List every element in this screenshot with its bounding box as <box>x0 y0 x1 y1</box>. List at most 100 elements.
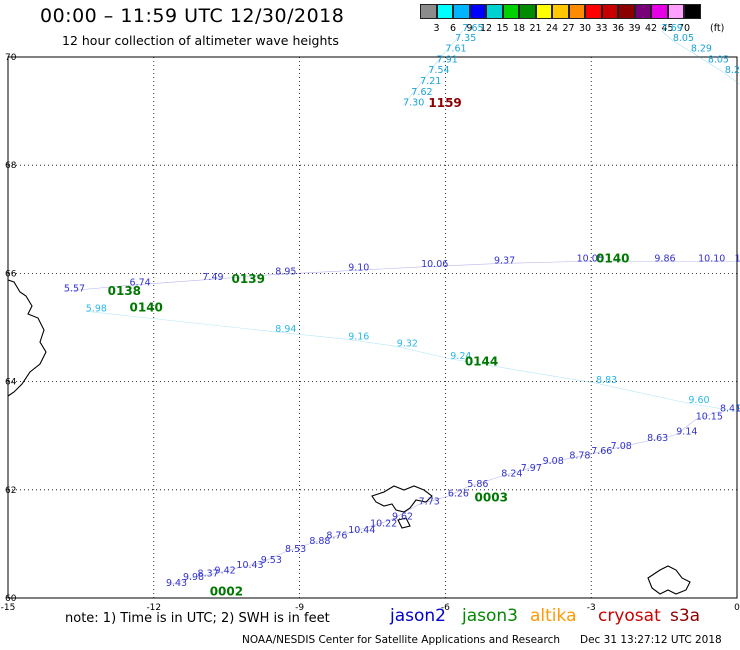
track-value-label: 10.22 <box>370 519 397 530</box>
track-line <box>63 261 735 292</box>
legend-tick-label: 21 <box>529 23 542 34</box>
legend-swatch <box>552 4 569 19</box>
track-value-label: 9.08 <box>543 456 564 467</box>
track-value-label: 7.91 <box>437 54 458 65</box>
track-value-label: 6.26 <box>448 488 469 499</box>
legend-s3a: s3a <box>670 606 701 626</box>
track-value-label: 9.42 <box>215 566 236 577</box>
track-value-label: 8.05 <box>673 33 694 44</box>
legend-tick-label: 27 <box>562 23 575 34</box>
track-time-label: 0139 <box>232 272 265 286</box>
track-time-label: 0003 <box>475 491 508 505</box>
track-value-label: 9.10 <box>348 263 369 274</box>
track-value-label: 8.28 <box>725 65 740 76</box>
track-value-label: 9.32 <box>397 338 418 349</box>
legend-swatch <box>486 4 503 19</box>
track-value-label: 9.53 <box>261 555 282 566</box>
track-value-label: 8.24 <box>501 468 522 479</box>
lat-tick-label: 60 <box>5 594 17 604</box>
track-value-label: 8.76 <box>326 530 347 541</box>
legend-tick-label: 18 <box>512 23 526 34</box>
track-time-label: 0002 <box>210 584 243 598</box>
track-value-label: 8.83 <box>596 375 617 386</box>
lat-tick-label: 68 <box>5 161 17 171</box>
track-value-label: 7.54 <box>428 65 449 76</box>
track-value-label: 8.78 <box>569 450 590 461</box>
track-value-label: 9.24 <box>450 351 471 362</box>
track-line <box>661 30 740 85</box>
track-line <box>85 310 738 412</box>
legend-tick-label: 42 <box>644 23 658 34</box>
track-time-label: 0138 <box>108 284 141 298</box>
legend-swatch <box>519 4 536 19</box>
legend-jason3: jason3 <box>462 606 518 626</box>
legend-tick-label: 15 <box>496 23 509 34</box>
footnote: note: 1) Time is in UTC; 2) SWH is in fe… <box>65 611 330 626</box>
page-title: 00:00 – 11:59 UTC 12/30/2018 <box>40 5 345 27</box>
lon-tick-label: -9 <box>295 603 304 613</box>
track-value-label: 9.98 <box>183 572 204 583</box>
track-value-label: 5.86 <box>467 479 488 490</box>
map-frame <box>7 56 738 599</box>
track-value-label: 8.94 <box>275 324 296 335</box>
legend-tick-label: 9 <box>466 23 473 34</box>
track-value-label: 9.16 <box>348 331 369 342</box>
legend-tick-label: 24 <box>545 23 559 34</box>
legend-swatch <box>684 4 701 19</box>
track-value-label: 7.08 <box>611 441 632 452</box>
legend-cryosat: cryosat <box>598 606 661 626</box>
shetland-islands <box>647 565 691 595</box>
track-value-label: 7.65 <box>462 23 483 34</box>
legend-jason2: jason2 <box>390 606 446 626</box>
legend-swatch <box>601 4 618 19</box>
track-value-label: 6.74 <box>130 277 151 288</box>
legend-swatch <box>667 4 684 19</box>
wave-height-legend: 3 6 9 12 15 18 21 24 27 30 33 36 39 42 45 70 (ft) <box>420 4 740 38</box>
legend-swatch <box>502 4 519 19</box>
legend-tick-label: 36 <box>611 23 625 34</box>
legend-swatch <box>568 4 585 19</box>
legend-swatch <box>436 4 453 19</box>
track-value-label: 8.29 <box>691 44 712 55</box>
legend-swatch <box>634 4 651 19</box>
track-value-label: 10.06 <box>421 259 448 270</box>
track-value-label: 8.63 <box>647 433 668 444</box>
legend-tick-label: 39 <box>628 23 641 34</box>
timestamp: Dec 31 13:27:12 UTC 2018 <box>580 634 722 646</box>
credit-line: NOAA/NESDIS Center for Satellite Applica… <box>242 634 560 646</box>
track-value-label: 9.77 <box>737 403 740 414</box>
legend-tick-label: 12 <box>479 23 493 34</box>
track-value-label: 5.98 <box>86 303 107 314</box>
legend-tick-label: 30 <box>578 23 592 34</box>
legend-swatch <box>618 4 635 19</box>
page-subtitle: 12 hour collection of altimeter wave hei… <box>62 33 339 48</box>
track-value-label: 10.43 <box>236 560 263 571</box>
track-value-label: 8.53 <box>285 544 306 555</box>
track-time-label: 0140 <box>130 300 163 314</box>
faroe-islands <box>371 485 433 529</box>
track-value-label: 8.41 <box>720 403 740 414</box>
legend-swatch <box>469 4 486 19</box>
track-value-label: 7.66 <box>591 446 612 457</box>
lon-tick-label: -12 <box>146 603 161 613</box>
track-time-label: 1159 <box>428 96 461 110</box>
legend-swatch <box>535 4 552 19</box>
lon-tick-label: -6 <box>441 603 450 613</box>
legend-tick-label: 70 <box>677 23 691 34</box>
legend-tick-label: 33 <box>595 23 608 34</box>
lon-tick-label: -3 <box>587 603 596 613</box>
track-time-label: 0144 <box>465 354 498 368</box>
track-value-label: 9.62 <box>392 512 413 523</box>
legend-altika: altika <box>530 606 577 626</box>
track-value-label: 10.05 <box>577 253 604 264</box>
track-value-label: 7.61 <box>445 44 466 55</box>
track-value-label: 10.15 <box>696 411 723 422</box>
legend-color-bar <box>420 4 701 19</box>
track-value-label: 10.10 <box>698 253 725 264</box>
track-value-label: 7.62 <box>411 87 432 98</box>
lon-tick-label: 0 <box>734 603 740 613</box>
legend-tick-label: 3 <box>433 23 440 34</box>
track-value-label: 9.37 <box>494 256 515 267</box>
track-value-label: 7.30 <box>403 98 424 109</box>
